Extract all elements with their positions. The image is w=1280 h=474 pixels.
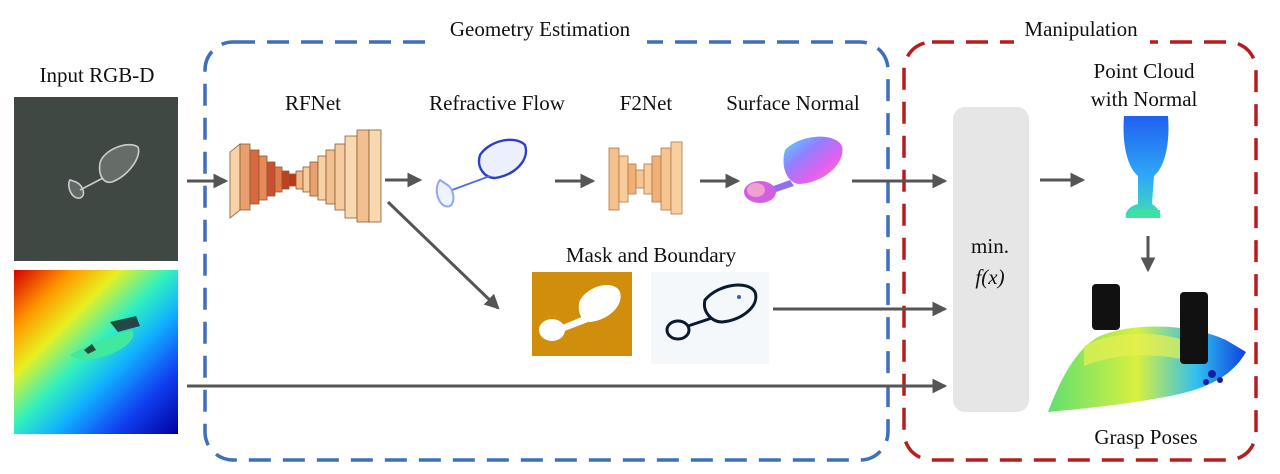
optimizer-block: [953, 107, 1029, 412]
mask-boundary-label: Mask and Boundary: [566, 243, 737, 267]
rfnet-label: RFNet: [285, 91, 341, 115]
optimizer-label-min: min.: [971, 234, 1009, 258]
optimizer-label-fx: f(x): [975, 265, 1004, 289]
wine-glass-photo: [67, 143, 140, 199]
mask-image: [532, 272, 632, 356]
rgb-image: [14, 97, 178, 261]
grasp-poses-label: Grasp Poses: [1094, 425, 1197, 449]
f2net-label: F2Net: [620, 91, 673, 115]
point-cloud-label-line2: with Normal: [1091, 87, 1198, 111]
boundary-image: [651, 272, 769, 364]
depth-image: [14, 270, 178, 434]
rfnet-network-icon: [229, 129, 382, 223]
refractive-flow-image: [435, 138, 528, 208]
grasp-poses-image: [1048, 284, 1246, 412]
surface-normal-label: Surface Normal: [726, 91, 860, 115]
point-cloud-label-line1: Point Cloud: [1094, 59, 1195, 83]
flow-arrows: [187, 172, 1156, 394]
surface-normal-image: [744, 136, 843, 203]
f2net-network-icon: [608, 141, 683, 215]
geometry-estimation-title: Geometry Estimation: [450, 17, 631, 41]
point-cloud-image: [1123, 116, 1169, 218]
arrow-rfnet-to-mask: [386, 200, 500, 310]
input-rgbd-label: Input RGB-D: [40, 63, 155, 87]
manipulation-title: Manipulation: [1024, 17, 1138, 41]
refractive-flow-label: Refractive Flow: [429, 91, 566, 115]
